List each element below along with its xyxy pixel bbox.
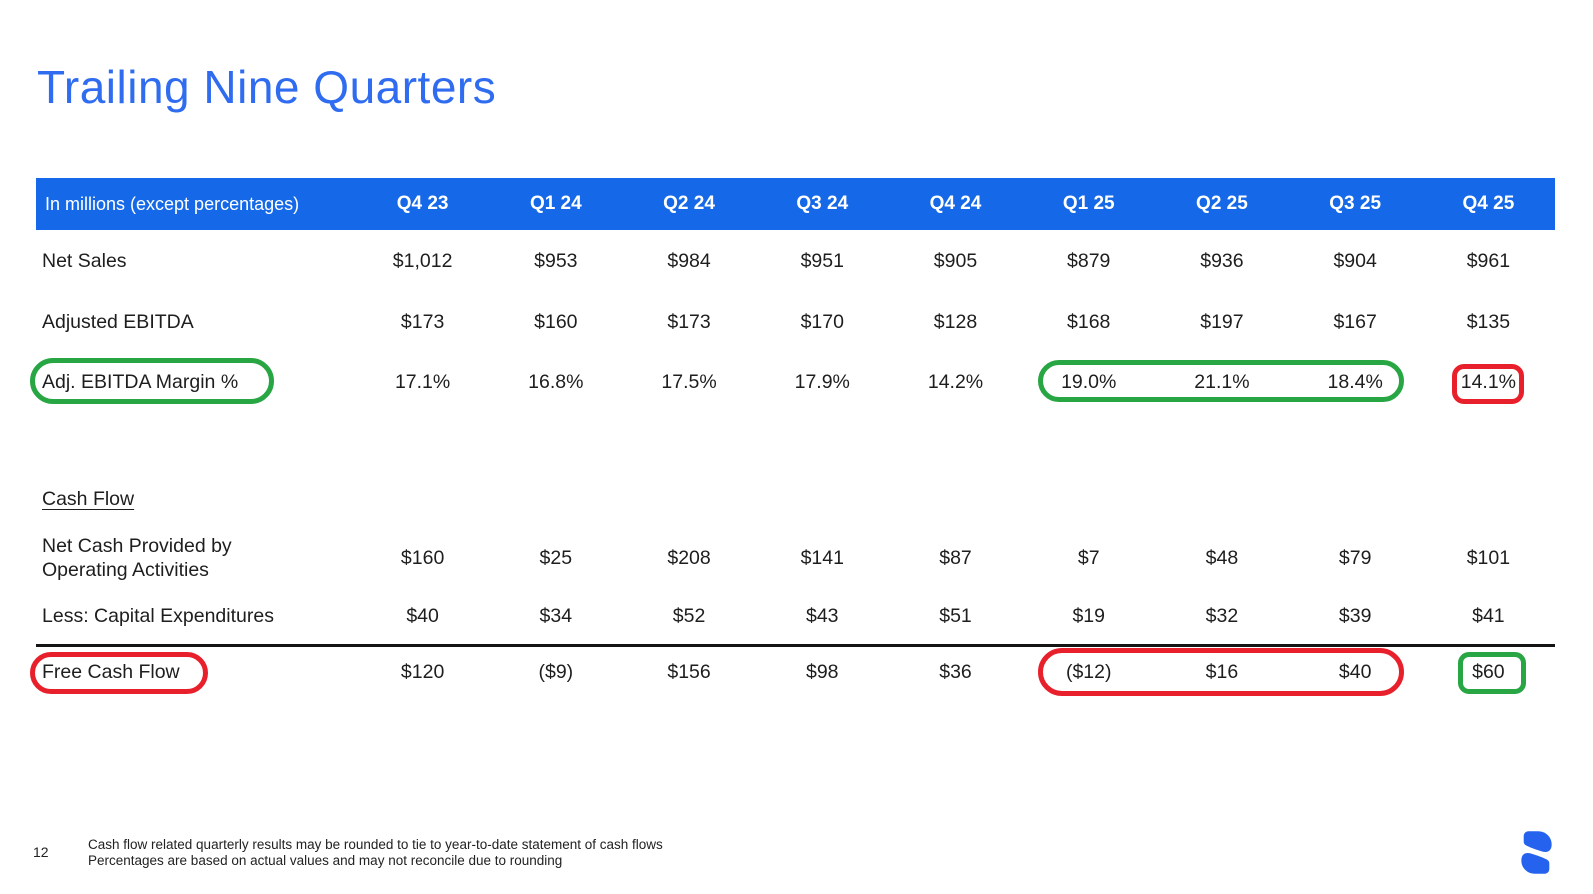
table-row-capital-expenditures: Less: Capital Expenditures $40 $34 $52 $…	[36, 588, 1555, 644]
table-cell: $7	[1077, 546, 1100, 569]
table-cell: 14.2%	[927, 370, 984, 393]
table-cell: $156	[667, 661, 711, 683]
row-label: Adj. EBITDA Margin %	[42, 370, 239, 393]
table-header-row: In millions (except percentages) Q4 23 Q…	[36, 178, 1555, 230]
table-cell: 21.1%	[1194, 370, 1250, 393]
row-label: Net Cash Provided by Operating Activitie…	[42, 534, 232, 581]
table-cell: $141	[800, 546, 844, 569]
table-cell: $168	[1067, 311, 1111, 333]
table-cell: 18.4%	[1327, 370, 1383, 393]
table-cell: $170	[800, 311, 844, 333]
table-cell: $101	[1466, 546, 1511, 569]
table-cell: $40	[406, 604, 439, 627]
table-cell: $52	[672, 604, 706, 627]
table-cell: $904	[1333, 250, 1377, 272]
table-cell: $173	[667, 311, 711, 333]
table-cell: $41	[1472, 604, 1505, 627]
table-cell: $197	[1200, 311, 1244, 333]
column-header-q225: Q2 25	[1196, 193, 1248, 214]
footnote-line-1: Cash flow related quarterly results may …	[88, 837, 663, 852]
footnotes: Cash flow related quarterly results may …	[88, 837, 663, 869]
table-cell: $43	[805, 604, 839, 627]
table-cell: $79	[1338, 546, 1372, 569]
slide-title: Trailing Nine Quarters	[37, 61, 497, 113]
table-row-net-sales: Net Sales $1,012 $953 $984 $951 $905 $87…	[36, 230, 1555, 293]
table-cell: $19	[1072, 604, 1105, 627]
table-cell: ($12)	[1065, 661, 1112, 683]
table-cell: $34	[539, 604, 573, 627]
table-cell: $961	[1466, 250, 1511, 272]
table-cell: $936	[1200, 250, 1244, 272]
table-cell: $25	[539, 546, 573, 569]
table-cell: $905	[933, 250, 978, 272]
table-corner-label: In millions (except percentages)	[45, 193, 300, 214]
table-cell: $953	[534, 250, 578, 272]
table-cell: ($9)	[538, 661, 574, 683]
table-cell: $173	[400, 311, 445, 333]
cash-flow-section-row: Cash Flow	[36, 470, 1555, 528]
table-cell: $135	[1466, 311, 1511, 333]
table-cell: 17.9%	[794, 370, 850, 393]
table-cell: $98	[805, 661, 839, 683]
column-header-q325: Q3 25	[1329, 193, 1382, 214]
table-cell: $87	[939, 546, 972, 569]
table-cell: $167	[1333, 311, 1377, 333]
table-cell: $60	[1472, 661, 1505, 683]
table-cell: $51	[939, 604, 972, 627]
table-cell: $16	[1205, 661, 1239, 683]
table-cell: $160	[534, 311, 578, 333]
table-cell: $48	[1205, 546, 1239, 569]
table-row-adjusted-ebitda: Adjusted EBITDA $173 $160 $173 $170 $128…	[36, 293, 1555, 352]
table-cell: 17.1%	[394, 370, 451, 393]
table-cell: $160	[400, 546, 445, 569]
table-cell: 19.0%	[1061, 370, 1117, 393]
table-row-free-cash-flow: Free Cash Flow $120 ($9) $156 $98 $36 ($…	[36, 644, 1555, 698]
table-cell: 17.5%	[661, 370, 717, 393]
column-header-q424: Q4 24	[929, 193, 982, 214]
table-cell: 16.8%	[528, 370, 584, 393]
company-logo-icon	[1521, 831, 1552, 874]
table-cell: $120	[400, 661, 445, 683]
table-row-adj-ebitda-margin: Adj. EBITDA Margin % 17.1% 16.8% 17.5% 1…	[36, 352, 1555, 412]
footnote-line-2: Percentages are based on actual values a…	[88, 853, 563, 868]
row-label: Free Cash Flow	[42, 661, 180, 684]
table-cell: $951	[800, 250, 844, 272]
table-cell: $208	[667, 546, 711, 569]
page-number: 12	[33, 844, 49, 860]
table-row-net-cash-operating: Net Cash Provided by Operating Activitie…	[36, 528, 1555, 588]
table-cell: $39	[1338, 604, 1372, 627]
row-label: Adjusted EBITDA	[42, 311, 194, 334]
column-header-q224: Q2 24	[663, 193, 715, 214]
column-header-q124: Q1 24	[529, 193, 582, 214]
column-header-q423: Q4 23	[396, 193, 449, 214]
table-spacer	[36, 412, 1555, 470]
column-header-q324: Q3 24	[796, 193, 849, 214]
table-cell: 14.1%	[1460, 370, 1517, 393]
table-cell: $128	[933, 311, 978, 333]
table-cell: $879	[1067, 250, 1111, 272]
row-label: Net Sales	[42, 250, 127, 273]
table-cell: $36	[939, 661, 972, 683]
column-header-q125: Q1 25	[1062, 193, 1115, 214]
column-header-q425: Q4 25	[1462, 193, 1515, 214]
table-cell: $1,012	[392, 250, 453, 272]
table-cell: $32	[1205, 604, 1239, 627]
table-cell: $40	[1338, 661, 1372, 683]
row-label: Less: Capital Expenditures	[42, 604, 274, 627]
table-cell: $984	[667, 250, 711, 272]
cash-flow-section-heading: Cash Flow	[42, 487, 135, 510]
financial-table: In millions (except percentages) Q4 23 Q…	[30, 178, 1555, 698]
